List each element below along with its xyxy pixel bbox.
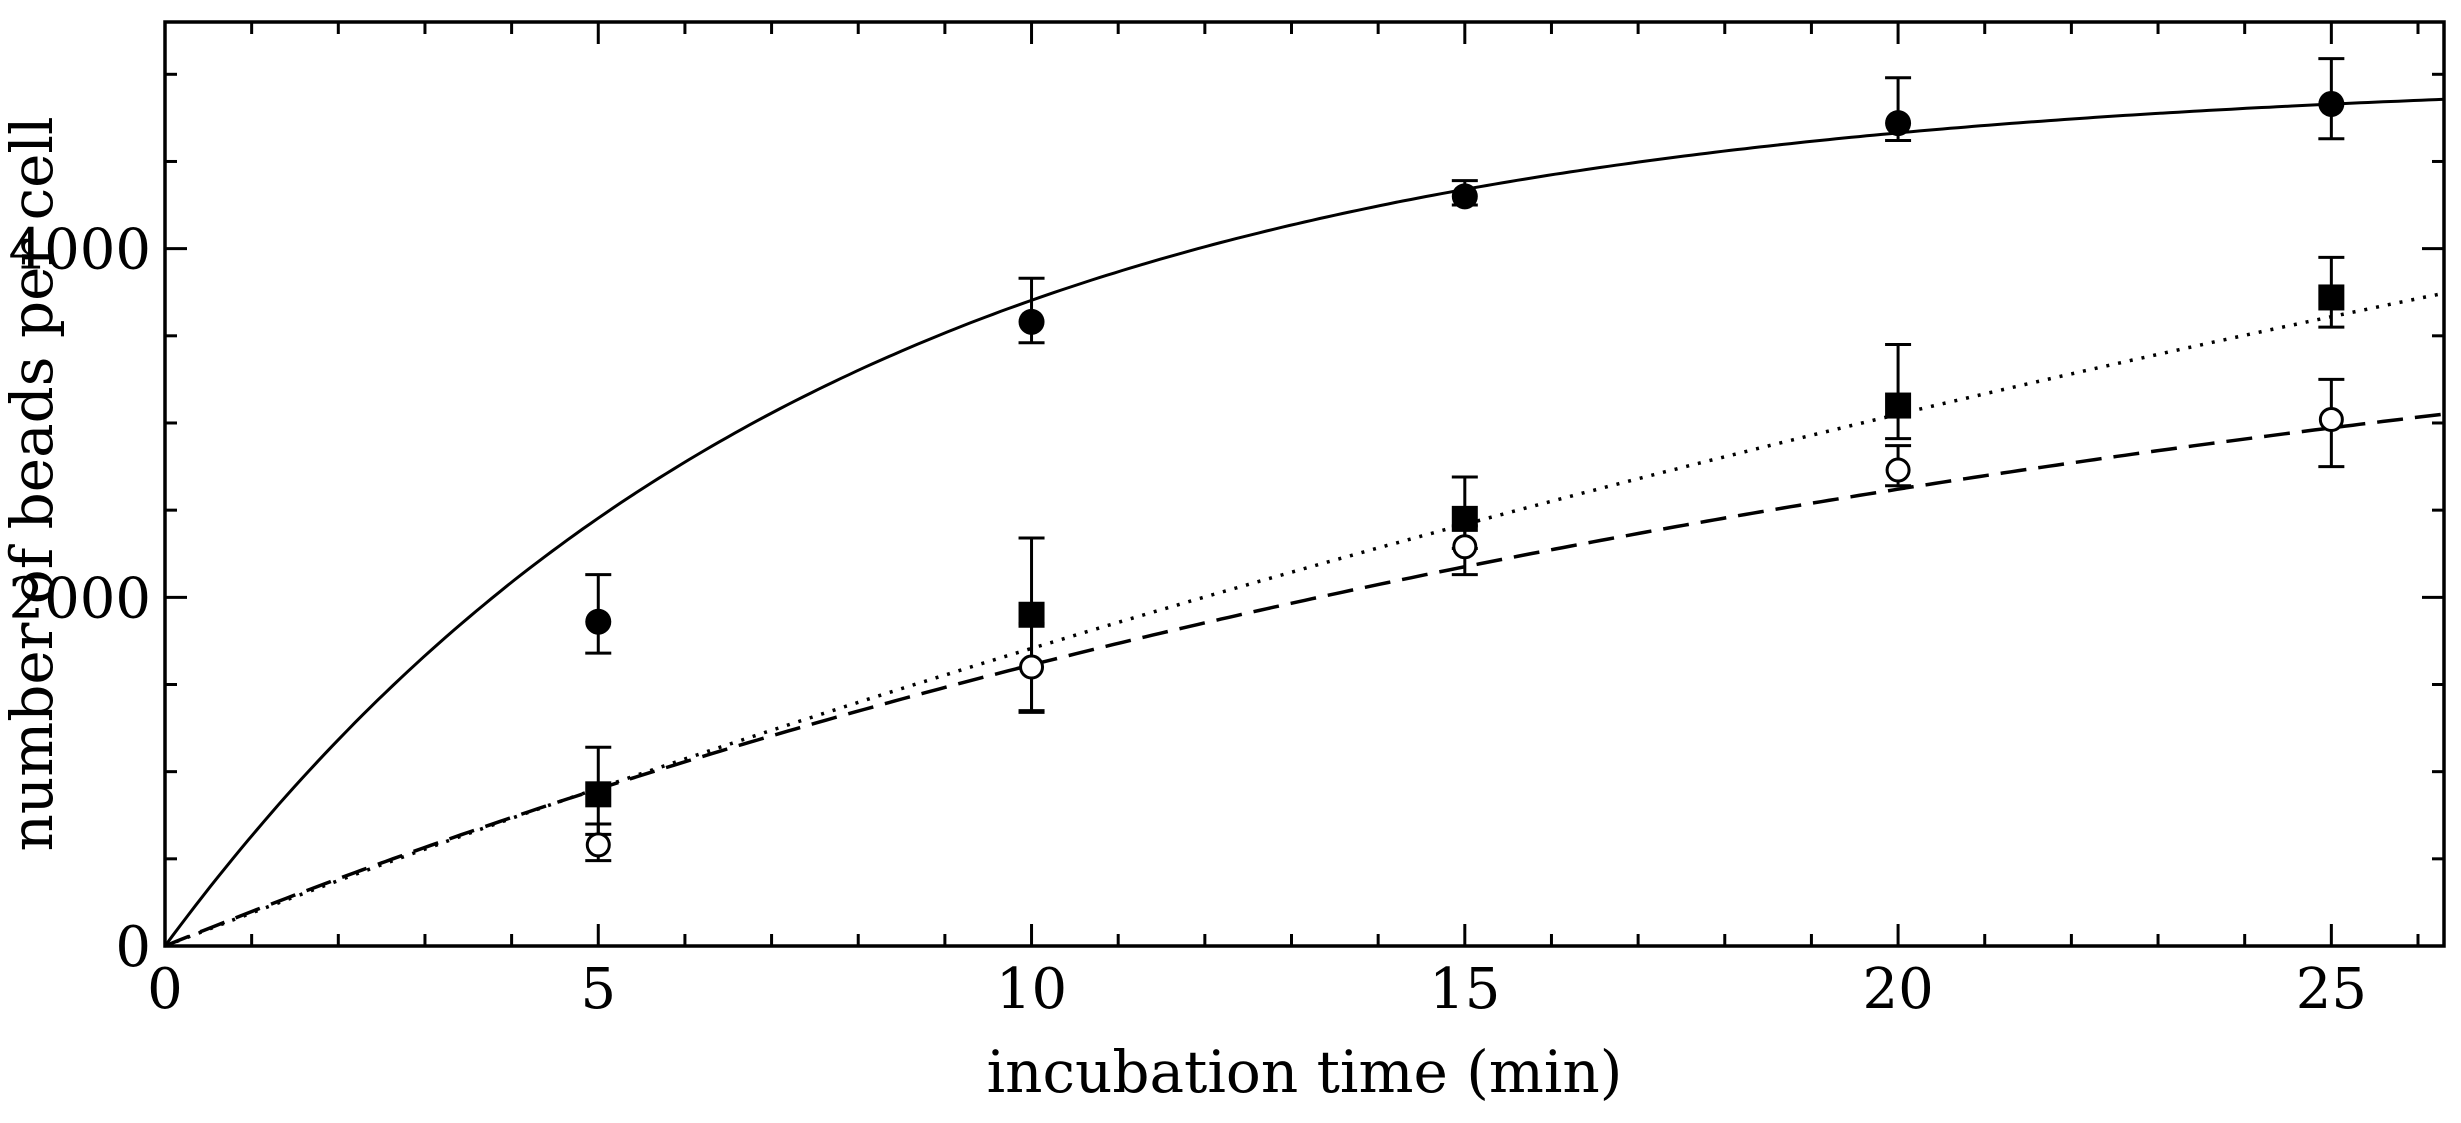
x-tick-label: 5 [580,957,616,1022]
x-tick-label: 25 [2296,957,2367,1022]
fit-curve-open-circles [164,412,2445,948]
x-tick-label: 0 [147,957,183,1022]
x-tick-label: 10 [996,957,1067,1022]
data-point [2318,406,2344,432]
data-point [1018,308,1045,335]
x-tick-label: 20 [1862,957,1933,1022]
x-tick-label: 15 [1429,957,1500,1022]
data-point [1019,654,1045,680]
y-tick-label: 0 [115,915,151,980]
data-point [1451,183,1478,210]
y-axis-label: number of beads per cell [0,116,66,851]
data-point [1885,457,1911,483]
fit-curve-filled-squares [164,291,2445,948]
data-point [1885,110,1912,137]
x-axis-label: incubation time (min) [987,1038,1623,1106]
plot-frame [163,20,2446,948]
series-filled-circle [585,57,2345,655]
y-tick-label: 4000 [8,218,151,283]
data-points [585,57,2345,863]
axis-ticks [163,22,2444,948]
fit-curve-filled-circles [163,97,2445,947]
y-tick-label: 2000 [8,566,151,631]
data-point [2318,90,2345,117]
data-point [585,832,611,858]
series-filled-square [585,255,2345,836]
data-point [1452,534,1478,560]
data-point [2318,284,2345,311]
series-open-circle [585,377,2345,863]
fit-curves [163,97,2445,948]
tick-labels: 0 5 10 15 20 25 0 2000 4000 [8,218,2366,1022]
data-point [1885,392,1912,419]
data-point [585,608,612,635]
data-point [585,781,612,808]
